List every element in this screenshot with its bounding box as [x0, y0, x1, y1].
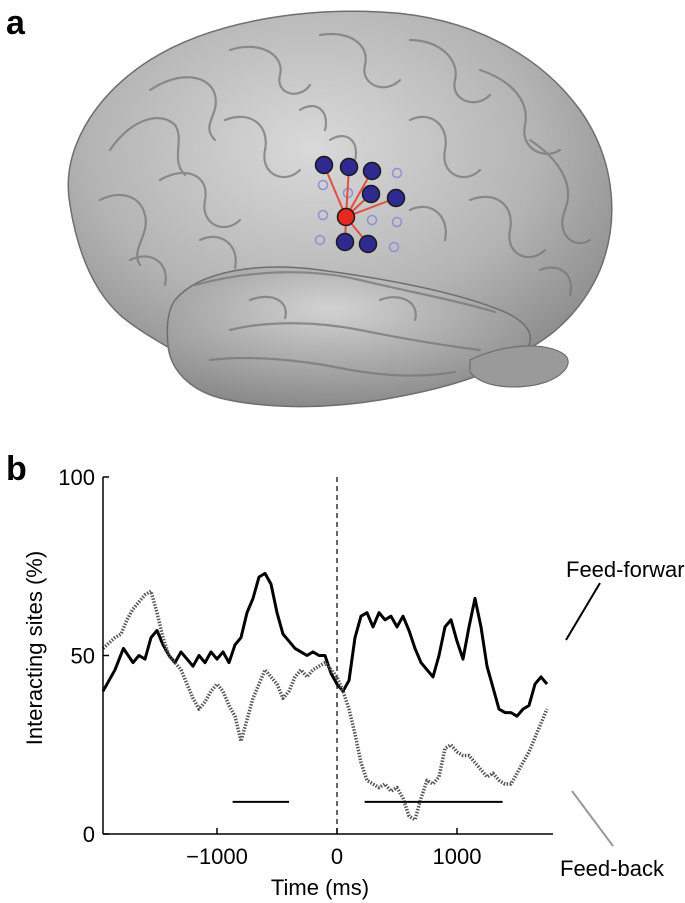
ghost-site	[314, 234, 326, 246]
legend-feed-back-label: Feed-back	[560, 856, 664, 881]
site-nodes	[314, 155, 406, 254]
ghost-site	[388, 241, 400, 253]
legend-feed-forward-line	[565, 582, 601, 641]
panel-a-label: a	[6, 4, 25, 42]
connectivity-network	[314, 155, 406, 254]
ghost-site	[391, 167, 403, 179]
site-node	[339, 157, 359, 177]
interaction-chart: 0 50 100 −1000 0 1000 Interacting sites (%) T…	[22, 465, 553, 900]
site-node	[358, 234, 378, 254]
ghost-site	[317, 179, 329, 191]
y-tick-label: 100	[58, 465, 95, 490]
y-tick-label: 0	[83, 822, 95, 847]
panel-b-label: b	[6, 450, 27, 488]
axes: 0 50 100 −1000 0 1000	[58, 465, 553, 869]
sulci-texture	[98, 32, 592, 377]
x-tick-label: 0	[331, 844, 343, 869]
site-node	[386, 188, 406, 208]
legend-feed-forward-label: Feed-forward	[566, 557, 685, 582]
y-axis-label: Interacting sites (%)	[22, 551, 47, 745]
x-tick-label: −1000	[186, 844, 248, 869]
brain-illustration	[67, 10, 613, 408]
x-axis-label: Time (ms)	[271, 875, 369, 900]
ghost-site	[317, 209, 329, 221]
ghost-site	[366, 214, 378, 226]
cerebellum	[469, 345, 569, 388]
site-node	[361, 184, 381, 204]
seed-node	[336, 207, 356, 227]
site-node	[362, 161, 382, 181]
site-node	[314, 155, 334, 175]
y-tick-label: 50	[71, 644, 95, 669]
site-node	[335, 232, 355, 252]
x-tick-label: 1000	[433, 844, 482, 869]
ghost-site	[391, 216, 403, 228]
plot-area	[101, 477, 549, 834]
legend-feed-back-line	[571, 790, 614, 847]
legend-markers	[565, 582, 614, 847]
feed-forward-line	[101, 571, 549, 718]
